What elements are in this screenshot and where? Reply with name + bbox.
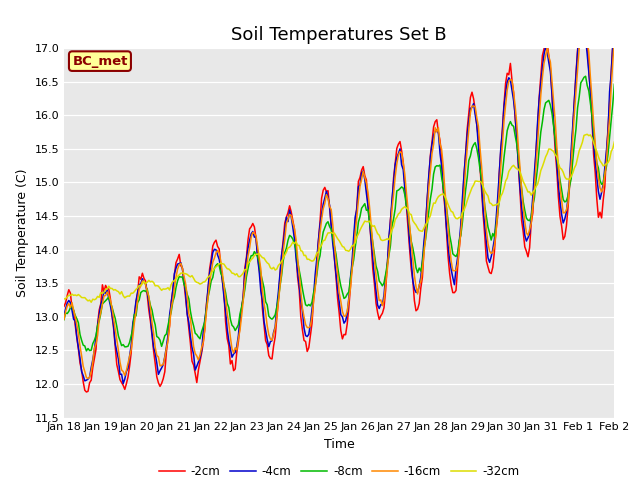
-8cm [198,329,205,335]
-8cm [611,82,618,87]
-8cm [217,270,225,276]
-32cm [584,132,591,137]
-32cm [295,242,303,248]
-32cm [397,206,406,212]
-4cm [60,312,68,318]
-2cm [295,287,303,293]
-16cm [217,258,225,264]
-16cm [84,376,92,382]
-4cm [295,282,303,288]
-4cm [198,348,205,354]
-4cm [611,12,618,18]
Line: -8cm: -8cm [64,76,614,351]
-16cm [611,35,618,40]
Line: -16cm: -16cm [64,21,614,379]
X-axis label: Time: Time [324,438,355,451]
-4cm [147,313,154,319]
-8cm [397,184,406,190]
-2cm [217,264,225,270]
-16cm [580,18,588,24]
-8cm [147,302,154,308]
Title: Soil Temperatures Set B: Soil Temperatures Set B [232,25,447,44]
-32cm [217,260,225,266]
-2cm [198,350,205,356]
-2cm [60,303,68,309]
Line: -32cm: -32cm [64,134,614,302]
-4cm [65,298,73,303]
Y-axis label: Soil Temperature (C): Soil Temperature (C) [16,168,29,297]
-2cm [397,148,406,154]
-32cm [198,280,205,286]
-32cm [87,300,95,305]
-2cm [83,389,90,395]
-2cm [147,318,154,324]
-2cm [65,287,73,293]
-2cm [611,14,618,20]
-8cm [295,267,303,273]
-32cm [60,296,68,302]
Legend: -2cm, -4cm, -8cm, -16cm, -32cm: -2cm, -4cm, -8cm, -16cm, -32cm [154,460,524,480]
Line: -2cm: -2cm [64,15,614,392]
-8cm [65,309,73,314]
-16cm [60,316,68,322]
-8cm [60,317,68,323]
-16cm [147,306,154,312]
Line: -4cm: -4cm [64,15,614,384]
-8cm [83,348,90,354]
-16cm [65,300,73,306]
-4cm [119,381,127,386]
-32cm [147,279,154,285]
-4cm [397,162,406,168]
-16cm [198,345,205,350]
-4cm [217,266,225,272]
-32cm [611,139,618,145]
-8cm [582,73,589,79]
-32cm [65,292,73,298]
-2cm [579,12,586,18]
-16cm [295,272,303,277]
-16cm [397,150,406,156]
Text: BC_met: BC_met [72,55,127,68]
